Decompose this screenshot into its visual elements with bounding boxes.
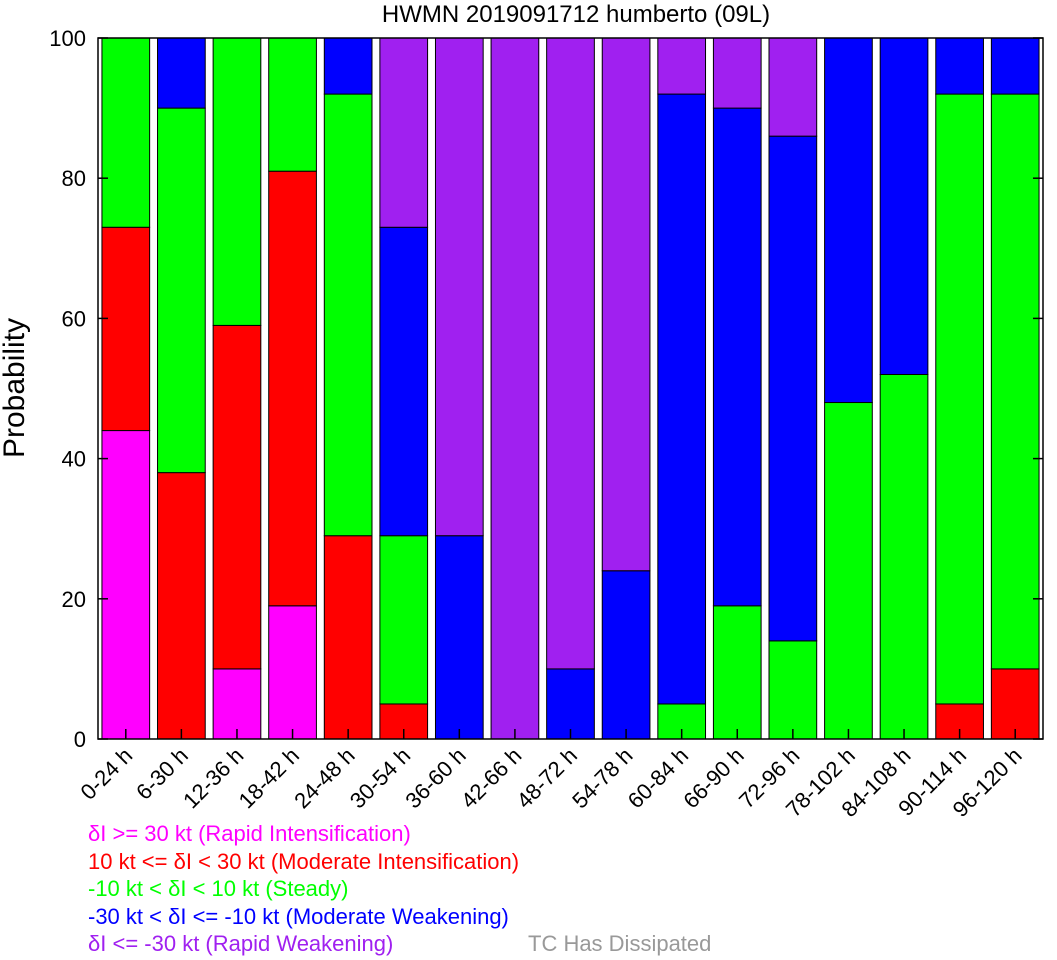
y-tick-label: 0 — [74, 727, 86, 752]
bar-segment — [434, 37, 484, 537]
bar-segment — [434, 535, 484, 740]
bar-segment — [601, 570, 651, 740]
bar-segment — [879, 373, 929, 740]
chart-title: HWMN 2019091712 humberto (09L) — [382, 1, 770, 28]
x-tick-label: 48-72 h — [512, 743, 582, 813]
bar-segment — [323, 535, 373, 740]
bar-segment — [268, 37, 317, 172]
bar-segment — [268, 170, 317, 607]
x-tick-label: 36-60 h — [400, 743, 470, 813]
bar-segment — [157, 107, 206, 474]
x-tick-label: 42-66 h — [456, 743, 526, 813]
bar-segment — [212, 324, 262, 670]
bar-segment — [990, 93, 1040, 670]
bar-segment — [824, 37, 873, 404]
x-tick-labels: 0-24 h6-30 h12-36 h18-42 h24-48 h30-54 h… — [76, 743, 1027, 822]
y-tick-label: 100 — [49, 26, 86, 51]
bar-segment — [768, 37, 818, 137]
bar-segment — [212, 37, 262, 326]
bar-segment — [379, 37, 429, 228]
bar-segment — [768, 135, 818, 642]
bar-segment — [657, 37, 707, 95]
bar-segment — [546, 668, 595, 740]
x-tick-label: 12-36 h — [178, 743, 248, 813]
legend: δI >= 30 kt (Rapid Intensification) 10 kt… — [88, 820, 519, 958]
y-tick-labels: 0 20 40 60 80 100 — [49, 26, 86, 752]
bar-segment — [157, 37, 206, 109]
x-tick-label: 66-90 h — [678, 743, 748, 813]
bar-segment — [935, 37, 984, 95]
bar-segment — [212, 668, 262, 740]
bar-segment — [990, 37, 1040, 95]
bars-layer — [101, 37, 1040, 740]
legend-entry: δI >= 30 kt (Rapid Intensification) — [88, 821, 411, 846]
bar-segment — [101, 430, 151, 740]
bar-segment — [768, 640, 818, 740]
y-axis-label: Probability — [0, 318, 31, 458]
x-tick-label: 30-54 h — [345, 743, 415, 813]
x-tick-label: 24-48 h — [289, 743, 359, 813]
legend-entry: δI <= -30 kt (Rapid Weakening) — [88, 931, 394, 956]
bar-segment — [323, 37, 373, 95]
bar-segment — [101, 37, 151, 228]
y-tick-label: 80 — [62, 166, 86, 191]
bar-segment — [101, 226, 151, 432]
bar-segment — [712, 107, 762, 607]
bar-segment — [157, 472, 206, 740]
x-tick-label: 60-84 h — [623, 743, 693, 813]
bar-segment — [323, 93, 373, 537]
bar-segment — [268, 605, 317, 740]
bar-segment — [712, 605, 762, 740]
bar-segment — [490, 37, 540, 740]
bar-segment — [824, 402, 873, 740]
y-tick-label: 40 — [62, 447, 86, 472]
x-tick-label: 0-24 h — [76, 743, 138, 805]
plot-frame — [97, 37, 1044, 740]
bar-segment — [657, 93, 707, 705]
bar-segment — [879, 37, 929, 375]
bar-segment — [990, 668, 1040, 740]
bar-segment — [546, 37, 595, 670]
bar-segment — [379, 535, 429, 705]
legend-entry: -10 kt < δI < 10 kt (Steady) — [88, 876, 349, 901]
bar-segment — [935, 93, 984, 705]
y-tick-label: 60 — [62, 306, 86, 331]
legend-entry: 10 kt <= δI < 30 kt (Moderate Intensific… — [88, 848, 520, 874]
x-tick-label: 18-42 h — [234, 743, 304, 813]
x-tick-label: 54-78 h — [567, 743, 637, 813]
legend-entry-dissipated: TC Has Dissipated — [528, 931, 712, 956]
y-tick-label: 20 — [62, 587, 86, 612]
bar-segment — [379, 226, 429, 537]
legend-entry: -30 kt < δI <= -10 kt (Moderate Weakenin… — [88, 903, 509, 929]
bar-segment — [601, 37, 651, 572]
bar-segment — [712, 37, 762, 109]
